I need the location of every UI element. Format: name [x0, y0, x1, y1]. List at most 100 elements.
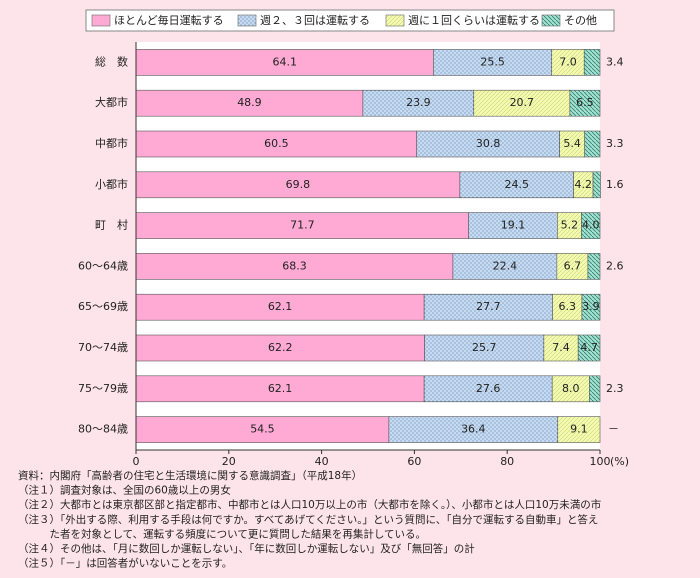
x-tick-label: 80: [500, 455, 514, 468]
bar-segment: [423, 293, 553, 321]
bar-segment: [552, 293, 583, 321]
legend-label: ほとんど毎日運転する: [114, 14, 224, 27]
bar-segment: [587, 253, 601, 280]
bar-segment: [135, 253, 454, 280]
bar-segment: [362, 89, 475, 117]
value-label: 62.1: [268, 300, 293, 313]
note: た者を対象として、運転する頻度について更に質問した結果を再集計している。: [18, 527, 426, 540]
value-label: 1.6: [606, 178, 624, 191]
value-label: 3.3: [606, 137, 624, 150]
bar-segment: [473, 89, 571, 117]
value-label: 6.5: [576, 96, 594, 109]
legend-box: [85, 9, 615, 32]
value-label: 5.4: [563, 137, 581, 150]
value-label: 20.7: [510, 96, 535, 109]
value-label: 64.1: [272, 55, 297, 68]
value-label: 4.2: [575, 178, 593, 191]
bar-segment: [135, 171, 461, 199]
value-label: 68.3: [282, 259, 307, 272]
value-label: 8.0: [562, 382, 580, 395]
value-label: 22.4: [493, 259, 518, 272]
x-tick-label: 60: [407, 455, 421, 468]
bar-segment: [592, 171, 601, 199]
bar-segment: [577, 334, 601, 362]
value-label: 2.6: [606, 259, 624, 272]
value-label: 69.8: [286, 178, 311, 191]
y-tick-label: 65〜69歳: [78, 300, 128, 313]
value-label: 4.7: [580, 341, 598, 354]
bar-segment: [388, 416, 559, 443]
value-label: 9.1: [570, 423, 588, 436]
value-label: 27.6: [476, 382, 501, 395]
x-tick-label: 100: [590, 455, 611, 468]
bar-segment: [559, 130, 585, 158]
note: （注２）大都市とは東京都区部と指定都市、中都市とは人口10万以上の市（大都市を除…: [18, 498, 601, 511]
value-label: 19.1: [501, 219, 526, 232]
x-tick-label: 20: [222, 455, 236, 468]
value-label: 48.9: [237, 96, 262, 109]
bar-segment: [581, 212, 601, 239]
value-label: 6.7: [564, 259, 582, 272]
y-tick-label: 小都市: [95, 177, 128, 191]
y-tick-label: 大都市: [95, 95, 128, 109]
y-tick-label: 70〜74歳: [78, 341, 128, 354]
bar-segment: [556, 253, 589, 280]
note: （注４）その他は、「月に数回しか運転しない」、「年に数回しか運転しない」及び「無…: [18, 542, 475, 555]
value-label: 36.4: [461, 423, 486, 436]
y-tick-label: 80〜84歳: [78, 423, 128, 436]
value-label: 4.0: [582, 219, 600, 232]
note: 資料：内閣府「高齢者の住宅と生活環境に関する意識調査」（平成18年）: [18, 469, 362, 482]
bar-segment: [581, 293, 601, 321]
value-label: 25.5: [480, 55, 505, 68]
value-label: 2.3: [606, 382, 624, 395]
note: （注１）調査対象は、全国の60歳以上の男女: [18, 484, 231, 497]
bar-segment: [135, 49, 434, 76]
bar-segment: [424, 334, 545, 362]
bar-segment: [551, 375, 590, 403]
bar-segment: [468, 212, 558, 239]
bar-segment: [584, 130, 601, 158]
value-label: 71.7: [290, 219, 315, 232]
value-label: 24.5: [504, 178, 529, 191]
legend-label: 週に１回くらいは運転する: [408, 14, 540, 27]
value-label: －: [608, 423, 619, 436]
legend-swatch: [541, 14, 561, 27]
bar-segment: [543, 334, 579, 362]
x-axis-label: (%): [610, 455, 629, 468]
bar-segment: [569, 89, 601, 117]
bar-segment: [135, 130, 418, 158]
y-tick-label: 中都市: [95, 136, 128, 150]
value-label: 30.8: [476, 137, 501, 150]
bar-segment: [416, 130, 560, 158]
legend-label: 週２、３回は運転する: [260, 14, 370, 27]
bar-segment: [583, 49, 601, 76]
legend-label: その他: [564, 14, 597, 27]
value-label: 5.2: [561, 219, 579, 232]
x-tick-label: 0: [133, 455, 140, 468]
legend-swatch: [237, 14, 257, 27]
bar-segment: [557, 416, 601, 443]
legend-swatch: [385, 14, 405, 27]
y-tick-label: 60〜64歳: [78, 259, 128, 272]
value-label: 62.2: [268, 341, 293, 354]
bar-segment: [135, 89, 364, 117]
x-tick-label: 40: [315, 455, 329, 468]
bar-segment: [135, 375, 425, 403]
note: （注５）「－」は回答者がいないことを示す。: [18, 557, 232, 570]
value-label: 62.1: [268, 382, 293, 395]
note: （注３）「外出する際、利用する手段は何ですか。すべてあげてください。」という質問…: [18, 513, 598, 526]
value-label: 25.7: [472, 341, 497, 354]
value-label: 60.5: [264, 137, 289, 150]
legend-swatch: [91, 14, 111, 27]
value-label: 7.4: [552, 341, 570, 354]
value-label: 27.7: [476, 300, 501, 313]
bar-segment: [459, 171, 574, 199]
value-label: 3.9: [582, 300, 600, 313]
bar-segment: [589, 375, 601, 403]
value-label: 6.3: [559, 300, 577, 313]
value-label: 54.5: [250, 423, 275, 436]
y-tick-label: 75〜79歳: [78, 382, 128, 395]
y-tick-label: 総 数: [95, 54, 128, 68]
value-label: 3.4: [606, 55, 624, 68]
